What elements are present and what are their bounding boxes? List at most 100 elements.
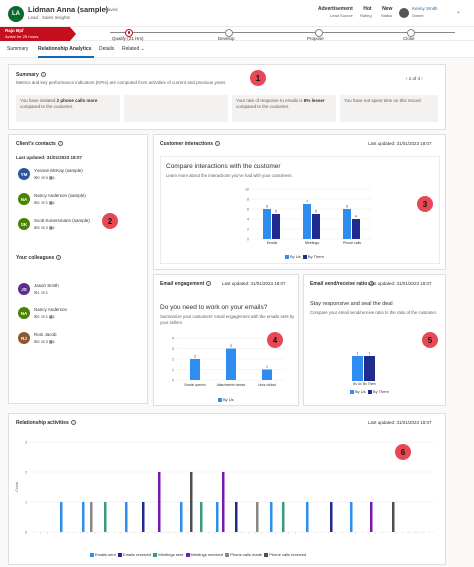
kpi-tile[interactable]: You have initiated 2 phone calls more co… [16, 95, 120, 122]
y-tick-label: 0 [247, 238, 249, 242]
y-tick-label: 1 [25, 501, 27, 505]
contact-stats: ✉0 ☏0 ▦1 [34, 175, 56, 180]
legend-swatch [302, 254, 307, 259]
bar-value-label: 6 [346, 205, 348, 209]
tab-related[interactable]: Related ⌄ [122, 46, 145, 52]
info-icon[interactable]: i [56, 255, 62, 261]
activity-bar [270, 502, 273, 532]
contact-name[interactable]: Yvonne McKay (sample) [34, 168, 83, 173]
selected-tab-indicator [38, 56, 94, 58]
colleagues-title: Your colleagues i [16, 255, 62, 261]
stage-close-marker[interactable] [407, 28, 415, 37]
stage-develop-marker[interactable] [225, 28, 233, 37]
activity-bar [158, 472, 161, 532]
activity-bar [216, 502, 219, 532]
tab-details[interactable]: Details [99, 46, 115, 52]
info-icon[interactable]: i [215, 141, 221, 147]
colleague-name[interactable]: Jason Smith [34, 283, 59, 288]
kpi-tile[interactable] [124, 95, 228, 122]
interactions-legend: By Us By Them [285, 254, 324, 259]
interactions-title: Customer interactions i [160, 141, 221, 147]
chevron-right-icon[interactable]: › [421, 76, 423, 81]
business-process-flow: Rajo Bpf Active for 25 hours Qualify (21… [0, 26, 474, 41]
activity-bar [222, 472, 225, 532]
summary-description: Metrics and key performance indicators (… [16, 80, 226, 85]
x-tick-label: Meetings [305, 241, 319, 245]
record-header: LA Lidman Anna (sample) - Saved Lead · S… [0, 0, 474, 26]
more-options-icon[interactable]: ⌄ [456, 9, 462, 15]
owner-label: Owner [412, 13, 424, 18]
kpi-tile[interactable]: Your rate of response to emails is 8% le… [232, 95, 336, 122]
owner-avatar [399, 8, 409, 18]
bar-value-label: 5 [315, 210, 317, 214]
callout-badge: 2 [102, 213, 118, 229]
stage-propose-label[interactable]: Propose [307, 36, 324, 41]
bar-value-label: 5 [275, 210, 277, 214]
bar [303, 204, 311, 239]
activity-bar [142, 502, 145, 532]
bar [226, 348, 236, 380]
activity-bar [235, 502, 238, 532]
bar [190, 359, 200, 380]
activities-title: Relationship activities i [16, 420, 76, 426]
contact-name[interactable]: Scott Konersmann (sample) [34, 218, 90, 223]
ratio-bar-chart: 1 By Us 1 By Them [352, 352, 376, 385]
legend-swatch [90, 552, 94, 557]
info-icon[interactable]: i [40, 72, 46, 78]
ratio-description: Compare your email send/receive ratio to… [310, 310, 438, 315]
owner-link[interactable]: Kenny Smith [412, 6, 438, 11]
colleague-stats: ✉2 ☏1 ▦1 [34, 314, 56, 319]
activity-bar [370, 502, 373, 532]
kpi-tile[interactable]: You have not spent time on this record [340, 95, 438, 122]
bar [272, 214, 280, 239]
x-tick-label: Emails opened [184, 383, 205, 387]
header-field-lead-source[interactable]: Advertisement Lead Source [318, 6, 353, 18]
y-tick-label: 3 [172, 347, 174, 351]
avatar: NA [18, 193, 30, 205]
contact-stats: ✉2 ☏1 ▦1 [34, 200, 56, 205]
interactions-description: Learn more about the interactions you've… [166, 173, 293, 178]
stage-propose-marker[interactable] [315, 28, 323, 37]
colleague-name[interactable]: Nancy Anderson [34, 307, 68, 312]
header-field-rating[interactable]: Hot Rating [360, 6, 372, 18]
engagement-description: Summarize your customers' email engageme… [160, 314, 295, 325]
header-field-status[interactable]: New Status [381, 6, 393, 18]
tab-summary[interactable]: Summary [7, 46, 29, 52]
activity-bar [350, 502, 353, 532]
stage-close-label[interactable]: Close [403, 36, 415, 41]
info-icon[interactable]: i [206, 281, 212, 287]
interactions-updated: Last updated: 31/01/2023 18:07 [368, 141, 432, 146]
activity-bar [190, 472, 193, 532]
stage-qualify-label[interactable]: Qualify (21 Hrs) [112, 36, 144, 41]
stage-qualify-marker[interactable] [125, 28, 133, 37]
info-icon[interactable]: i [369, 281, 375, 287]
colleague-name[interactable]: Roni Jacob [34, 332, 57, 337]
legend-swatch [185, 552, 190, 557]
y-tick-label: 2 [172, 358, 174, 362]
chevron-left-icon[interactable]: ‹ [406, 76, 408, 81]
y-tick-label: 3 [25, 441, 27, 445]
avatar: SK [18, 218, 30, 230]
activity-bar [125, 502, 128, 532]
y-tick-label: 2 [25, 471, 27, 475]
record-subtitle[interactable]: Lead · Sales Insights [28, 15, 71, 20]
stage-develop-label[interactable]: Develop [218, 36, 235, 41]
activity-bar [82, 502, 85, 532]
info-icon[interactable]: i [57, 141, 63, 147]
bpf-flag[interactable]: Rajo Bpf Active for 25 hours [0, 27, 70, 41]
tab-relationship-analytics[interactable]: Relationship Analytics [38, 46, 92, 52]
engagement-bar-chart: 0 1 2 3 4 2 Emails opened 3 Attachments viewed 1 L… [172, 337, 285, 387]
bpf-track [110, 32, 455, 34]
engagement-heading: Do you need to work on your emails? [160, 304, 268, 311]
contacts-card [8, 134, 148, 404]
contact-name[interactable]: Nancy Anderson (sample) [34, 193, 86, 198]
y-tick-label: 1 [172, 368, 174, 372]
x-tick-label: Phone calls [343, 241, 361, 245]
ratio-title: Email send/receive ratio i [310, 281, 375, 287]
relationship-activities-card [8, 413, 446, 565]
y-tick-label: 0 [172, 379, 174, 383]
activity-bar [256, 502, 259, 532]
info-icon[interactable]: i [70, 420, 76, 426]
interactions-heading: Compare interactions with the customer [166, 163, 281, 170]
bar [343, 209, 351, 239]
